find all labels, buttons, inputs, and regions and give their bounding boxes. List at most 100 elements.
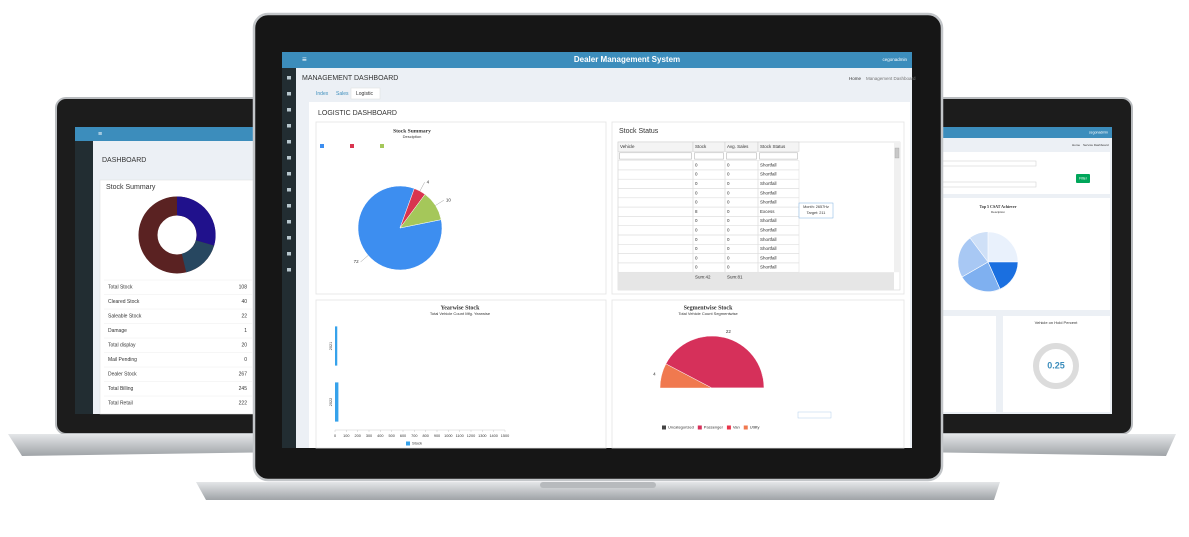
notch [540,482,656,488]
donut-segment [181,239,215,273]
section-title: LOGISTIC DASHBOARD [318,110,397,117]
bar [335,326,338,366]
sidebar-icon[interactable] [287,76,291,80]
tab[interactable]: Index [316,91,329,97]
panel [940,316,996,412]
chart-subtitle: Total Vehicle Count Mfg. Yearwise [430,311,491,316]
table-title: Stock Status [619,128,659,135]
tab[interactable]: Sales [336,91,349,97]
legend-swatch[interactable] [662,425,666,430]
item-label: Total display [108,342,136,348]
x-tick-label: 1200 [467,434,475,438]
chart-subtitle: Total Vehicle Count Segmentwise [678,311,738,316]
dropdown[interactable] [941,160,1037,167]
header-bar [938,127,1112,138]
user-name[interactable]: cegonadmin [882,57,907,62]
item-label: Mail Pending [108,357,137,363]
pie-slice [957,237,989,278]
legend-label[interactable]: Van [733,425,740,430]
legend-swatch[interactable] [350,144,354,148]
chart-title: Yearwise Stock [441,305,480,311]
dropdown[interactable] [941,181,1037,188]
sidebar-icon[interactable] [287,204,291,208]
sidebar-icon[interactable] [287,268,291,272]
header-bar [282,52,912,68]
sidebar-icon[interactable] [287,220,291,224]
item-label: Damage [108,328,127,334]
filter-input[interactable] [759,152,798,160]
cell-text: Shortfall [760,255,777,260]
x-tick-label: 500 [388,434,394,438]
filter-button-label[interactable]: Filter [1079,176,1088,180]
menu-icon[interactable]: ≡ [302,55,307,64]
scrollbar[interactable] [894,142,900,273]
scroll-thumb[interactable] [894,147,900,159]
cell-text: Shortfall [760,237,777,242]
sidebar-icon[interactable] [287,156,291,160]
cell-text: 0 [727,246,730,251]
breadcrumb-home[interactable]: Home [849,76,862,81]
donut-hole [158,216,196,254]
tooltip-box [797,411,832,419]
card [315,121,607,295]
item-label: Cleared Stock [108,299,140,305]
cell-text: 0 [727,172,730,177]
user-name: cegonadmin [1089,130,1108,134]
pie-slice [961,261,1001,292]
filter-input[interactable] [694,152,724,160]
legend-label[interactable]: Utility [750,425,760,430]
footer-sum: Sum:81 [727,274,743,279]
column-header[interactable]: Avg. Sales [727,144,749,149]
sidebar-icon[interactable] [287,124,291,128]
tab[interactable]: Logistic [356,91,373,97]
legend-swatch[interactable] [697,425,702,430]
sidebar-icon[interactable] [287,188,291,192]
cell-text: Shortfall [760,218,777,223]
label-connector [419,182,425,192]
cell-text: 0 [727,190,730,195]
legend-label[interactable]: Stock [412,441,422,446]
sidebar-icon[interactable] [287,252,291,256]
data-label: 4 [427,179,430,184]
cell-text: 0 [727,181,730,186]
legend-label[interactable]: Uncategorized [668,425,694,430]
legend-swatch[interactable] [743,425,748,430]
cell-text: 0 [727,162,730,167]
legend-swatch[interactable] [380,144,384,148]
app-title: Dealer Management System [574,55,680,64]
data-label: 22 [726,329,732,334]
legend-label[interactable]: Passenger [704,425,724,430]
sidebar [282,68,296,448]
sidebar-icon[interactable] [287,140,291,144]
right-laptop: cegonadmin Home Service Dashboard Filter… [910,97,1176,456]
data-label: 4 [653,371,656,376]
sidebar-icon[interactable] [287,92,291,96]
column-header[interactable]: Stock Status [760,144,786,149]
table-frame [617,141,901,291]
stock-status-table: Vehicle Stock Avg. Sales Stock Status 0 0 Shor… [617,141,901,291]
x-tick-label: 300 [366,434,372,438]
cell-text: Shortfall [760,228,777,233]
legend-swatch[interactable] [406,441,410,446]
sidebar-icon[interactable] [287,236,291,240]
sidebar-icon[interactable] [287,172,291,176]
column-header[interactable]: Vehicle [620,144,635,149]
sidebar-icons [287,76,291,272]
filter-input[interactable] [619,152,692,160]
header-bar [75,127,258,141]
item-label: Total Stock [108,284,133,290]
chart-title: Segmentwise Stock [684,305,733,311]
cell-text: Shortfall [760,190,777,195]
item-label: Total Billing [108,386,134,392]
filter-input[interactable] [726,152,757,160]
item-label: Dealer Stock [108,371,137,377]
cell-text: 0 [727,265,730,270]
item-value: 267 [239,371,248,377]
column-header[interactable]: Stock [695,144,707,149]
sidebar-icon[interactable] [287,108,291,112]
legend-swatch[interactable] [320,144,324,148]
filter-button[interactable] [1076,174,1090,183]
item-label: Saleable Stock [108,313,142,319]
x-tick-label: 1100 [456,434,464,438]
legend-swatch[interactable] [726,425,731,430]
